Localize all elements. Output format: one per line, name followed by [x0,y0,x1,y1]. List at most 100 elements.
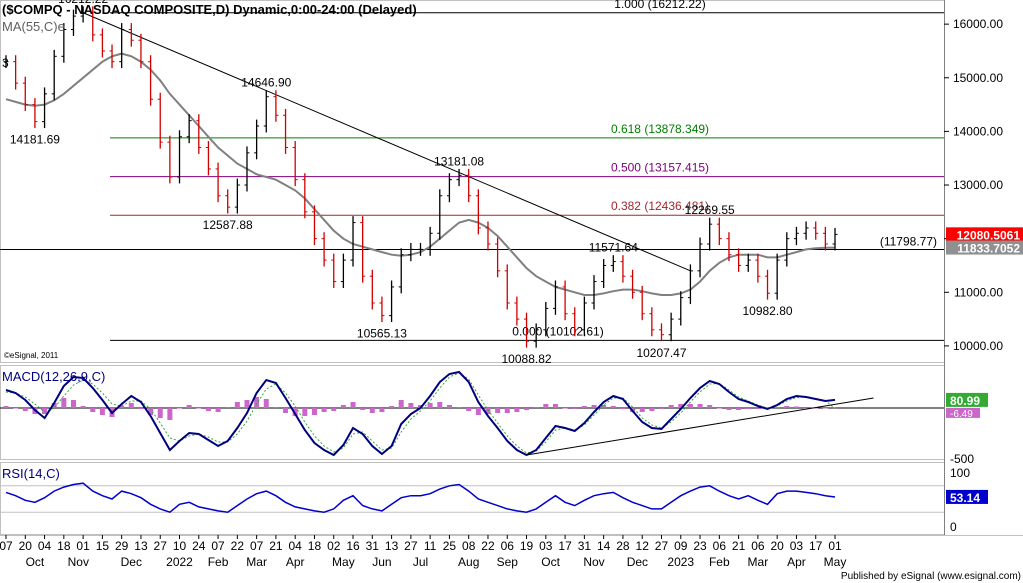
price-bar [562,280,568,321]
macd-histogram-bar [283,408,289,413]
x-tick-label: 21 [732,539,746,553]
macd-histogram-bar [3,406,9,408]
last-price-label: 12080.5061 [957,228,1021,242]
x-month-label: Nov [583,555,604,569]
price-bar [581,296,587,337]
fib-level-label: 0.382 (12436.481) [611,199,709,213]
price-bar [321,232,327,267]
fib-level-label: 0.500 (13157.415) [611,161,709,175]
macd-trendline [526,397,874,456]
ma-value-label: 11833.7052 [957,242,1020,256]
price-bar [42,87,48,129]
price-bar [292,141,298,187]
macd-line [5,370,836,457]
x-month-label: Jul [413,555,428,569]
macd-histogram-bar [716,408,722,409]
price-bar [128,23,134,47]
price-bar [533,323,539,348]
price-bar [601,259,607,288]
rsi-value-badge [946,489,988,504]
x-tick-label: 20 [19,539,33,553]
x-tick-label: 21 [269,539,283,553]
x-tick-label: 20 [770,539,784,553]
macd-histogram-bar [610,406,616,408]
x-tick-label: 29 [115,539,129,553]
fib-level-label: 0.618 (13878.349) [611,122,709,136]
macd-histogram-bar [215,408,221,412]
macd-histogram-bar [292,408,298,416]
price-bar [755,253,761,283]
macd-histogram-bar [504,408,510,413]
macd-histogram-bar [408,403,414,408]
x-tick-label: 28 [616,539,630,553]
macd-histogram-bar [148,408,154,415]
macd-histogram-bar [793,406,799,408]
x-tick-label: 10 [173,539,187,553]
macd-histogram-bar [321,408,327,412]
x-tick-label: 11 [424,539,437,553]
macd-label: MACD(12,26,9,C) [2,369,105,384]
price-bar [639,285,645,321]
price-bar [784,232,790,267]
macd-histogram-bar [263,399,269,408]
macd-histogram-bar [186,405,192,408]
macd-histogram-bar [591,405,597,408]
price-bar [22,76,28,112]
price-bar [745,253,751,272]
price-bar [379,296,385,323]
macd-histogram-bar [13,408,19,409]
price-bar [495,237,501,278]
rsi-panel-frame [0,462,945,535]
price-bar [418,242,423,256]
rsi-tick-label: 100 [950,466,970,480]
x-tick-label: 03 [790,539,804,553]
macd-value-badge [946,392,988,407]
x-tick-label: 23 [693,539,707,553]
x-month-label: Feb [208,555,229,569]
copyright-label: ©eSignal, 2011 [4,351,59,360]
price-bar [678,291,684,326]
price-bar [167,135,173,184]
macd-histogram-bar [234,402,240,408]
x-tick-label: 24 [192,539,206,553]
macd-histogram-bar [350,402,356,408]
x-month-label: Dec [627,555,648,569]
y-tick-label: 14000.00 [953,124,1003,138]
macd-histogram-bar [340,405,346,408]
price-bar [254,119,260,160]
macd-histogram-bar [639,408,645,412]
price-bar [658,323,664,342]
swing-annotation: 10088.82 [502,352,552,366]
macd-signal-badge [946,407,980,418]
macd-histogram-bar [581,406,587,408]
price-bar [369,269,375,310]
macd-histogram-bar [524,408,530,410]
macd-histogram-bar [177,408,183,409]
left-edge-label: 3 [2,56,9,70]
macd-histogram-bar [726,408,732,410]
y-tick-label: 10000.00 [953,339,1003,353]
price-bar [543,301,549,337]
macd-histogram-bar [774,407,780,408]
x-tick-label: 07 [0,539,13,553]
price-bar [620,255,626,283]
macd-histogram-bar [485,408,491,414]
macd-histogram-bar [51,403,57,408]
macd-histogram-bar [369,408,375,413]
x-month-label: 2023 [667,555,694,569]
price-bar [726,232,732,262]
macd-histogram-bar [254,397,260,408]
price-bar [186,114,192,144]
price-bar [398,248,404,294]
macd-histogram-bar [446,405,452,408]
macd-histogram-bar [167,408,173,420]
macd-tick-label: -500 [950,452,974,466]
y-tick-label: 15000.00 [953,71,1003,85]
x-tick-label: 22 [481,539,495,553]
price-bar [3,55,9,69]
macd-histogram-bar [138,408,144,409]
price-bar [302,173,308,219]
x-tick-label: 01 [76,539,90,553]
macd-histogram-bar [427,403,433,408]
price-bar [205,141,211,176]
